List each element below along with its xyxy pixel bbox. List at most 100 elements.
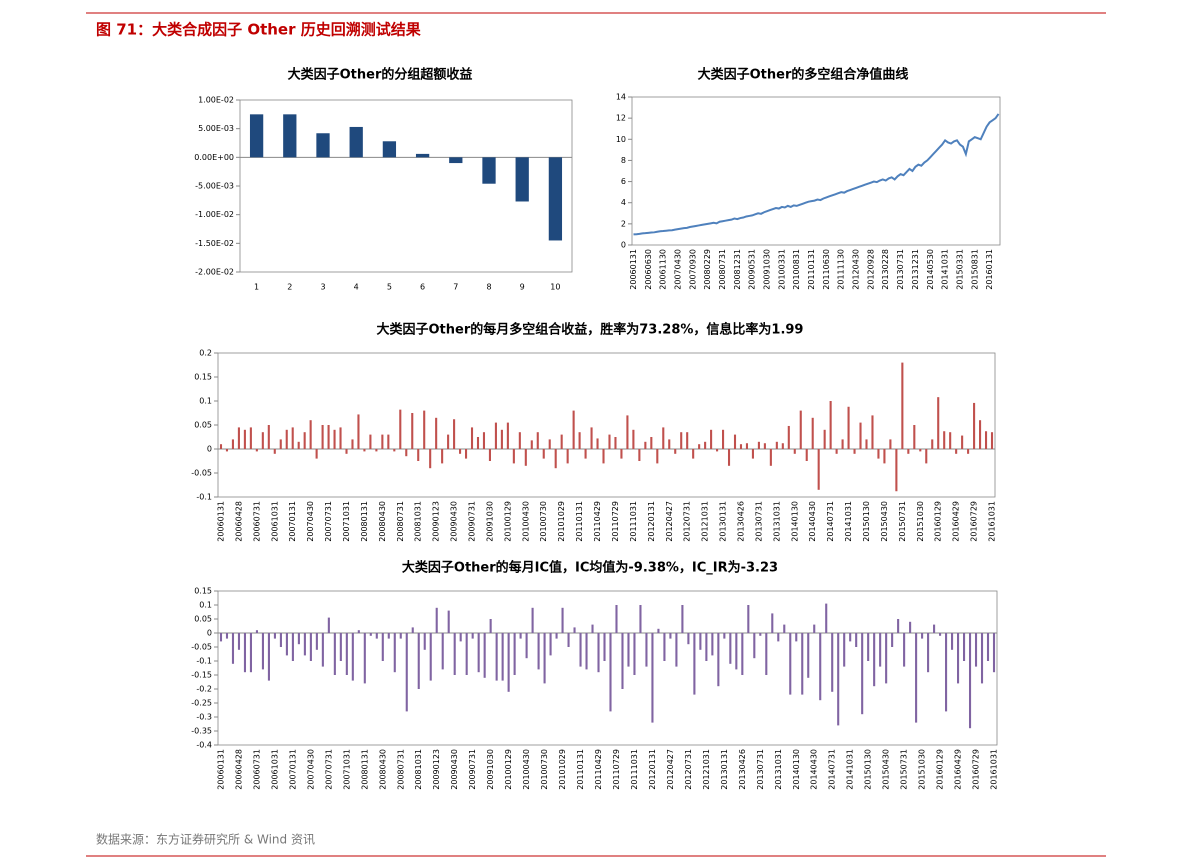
- bar: [507, 633, 510, 692]
- bar: [515, 157, 529, 202]
- y-tick-label: 0: [621, 241, 626, 250]
- bar: [704, 441, 707, 449]
- x-tick-label: 20160429: [952, 501, 961, 542]
- chart-title: 大类因子Other的每月多空组合收益，胜率为73.28%，信息比率为1.99: [377, 322, 804, 338]
- bar: [453, 419, 456, 449]
- bar: [584, 449, 587, 459]
- x-tick-label: 6: [420, 283, 425, 292]
- bar: [843, 633, 846, 667]
- x-tick-label: 20100129: [504, 749, 513, 790]
- bar: [519, 633, 522, 639]
- bar: [489, 619, 492, 633]
- bar: [973, 402, 976, 449]
- bar: [579, 633, 582, 667]
- x-tick-label: 20060731: [252, 501, 261, 542]
- bar: [698, 444, 701, 449]
- bar: [548, 157, 563, 241]
- x-tick-label: 20150731: [898, 501, 907, 542]
- bar: [566, 449, 569, 464]
- bar: [536, 432, 539, 449]
- bar: [873, 633, 876, 687]
- bar: [753, 633, 756, 659]
- bar: [775, 441, 778, 449]
- x-tick-label: 20160131: [985, 249, 994, 290]
- bar: [477, 633, 480, 673]
- bar: [626, 415, 629, 449]
- bar: [513, 633, 516, 675]
- bar: [249, 114, 264, 158]
- bar: [369, 434, 372, 449]
- bar: [500, 429, 503, 449]
- bar: [453, 633, 456, 675]
- bar: [799, 410, 802, 449]
- x-tick-label: 20110429: [593, 501, 602, 542]
- bar: [727, 449, 731, 466]
- bar: [699, 633, 702, 650]
- bar: [494, 422, 497, 449]
- bar: [555, 633, 558, 639]
- x-tick-label: 20100730: [539, 501, 548, 542]
- bar: [835, 449, 838, 454]
- x-tick-label: 20151030: [916, 501, 925, 542]
- x-tick-label: 20060131: [216, 749, 225, 790]
- chart-title: 大类因子Other的多空组合净值曲线: [698, 67, 909, 83]
- bar: [656, 449, 659, 464]
- x-tick-label: 20060428: [234, 501, 243, 542]
- bar: [759, 633, 762, 636]
- x-tick-label: 20080731: [396, 501, 405, 542]
- y-tick-label: 12: [616, 114, 626, 123]
- bar: [621, 633, 624, 689]
- bar: [615, 605, 618, 633]
- x-tick-label: 20151030: [918, 749, 927, 790]
- bar: [327, 617, 330, 633]
- bar: [891, 633, 894, 647]
- bar: [381, 633, 384, 661]
- bar: [429, 633, 432, 681]
- bar: [795, 633, 798, 642]
- bar: [819, 633, 822, 701]
- x-tick-label: 20090123: [432, 501, 441, 542]
- bar: [415, 153, 430, 158]
- bar: [399, 633, 402, 639]
- bar: [951, 633, 954, 650]
- x-tick-label: 20130731: [896, 249, 905, 290]
- y-tick-label: -5.00E-03: [195, 182, 234, 191]
- bar: [645, 633, 648, 667]
- y-tick-label: 8: [621, 156, 626, 165]
- x-tick-label: 20060131: [216, 501, 225, 542]
- x-tick-label: 20060630: [644, 249, 653, 290]
- x-tick-label: 20060428: [234, 749, 243, 790]
- bar: [968, 633, 972, 729]
- x-tick-label: 20110729: [612, 749, 621, 790]
- x-tick-label: 4: [354, 283, 359, 292]
- bar: [877, 449, 880, 459]
- bar: [237, 633, 241, 650]
- x-tick-label: 20070731: [324, 501, 333, 542]
- bar: [777, 633, 780, 642]
- bar: [909, 621, 912, 633]
- bar: [375, 449, 378, 452]
- y-tick-label: 0.1: [199, 397, 212, 406]
- bar: [609, 633, 612, 712]
- bar: [680, 432, 683, 449]
- x-tick-label: 10: [550, 283, 560, 292]
- bar: [345, 449, 348, 454]
- bar: [470, 427, 474, 449]
- bar: [333, 429, 336, 449]
- bar: [267, 633, 270, 681]
- y-tick-label: 0.15: [194, 587, 212, 596]
- x-tick-label: 20100831: [792, 249, 801, 290]
- bar: [632, 429, 635, 449]
- x-tick-label: 20121031: [701, 501, 710, 542]
- y-tick-label: 0.1: [199, 601, 212, 610]
- x-tick-label: 20071031: [342, 501, 351, 542]
- figure-title: 图 71：大类合成因子 Other 历史回溯测试结果: [96, 21, 422, 39]
- x-tick-label: 20061031: [270, 501, 279, 542]
- bar: [990, 432, 994, 449]
- bar: [915, 633, 918, 723]
- x-tick-label: 2: [287, 283, 292, 292]
- x-tick-label: 20121031: [702, 749, 711, 790]
- bar: [237, 427, 240, 449]
- bar: [482, 432, 486, 449]
- bar: [931, 439, 934, 449]
